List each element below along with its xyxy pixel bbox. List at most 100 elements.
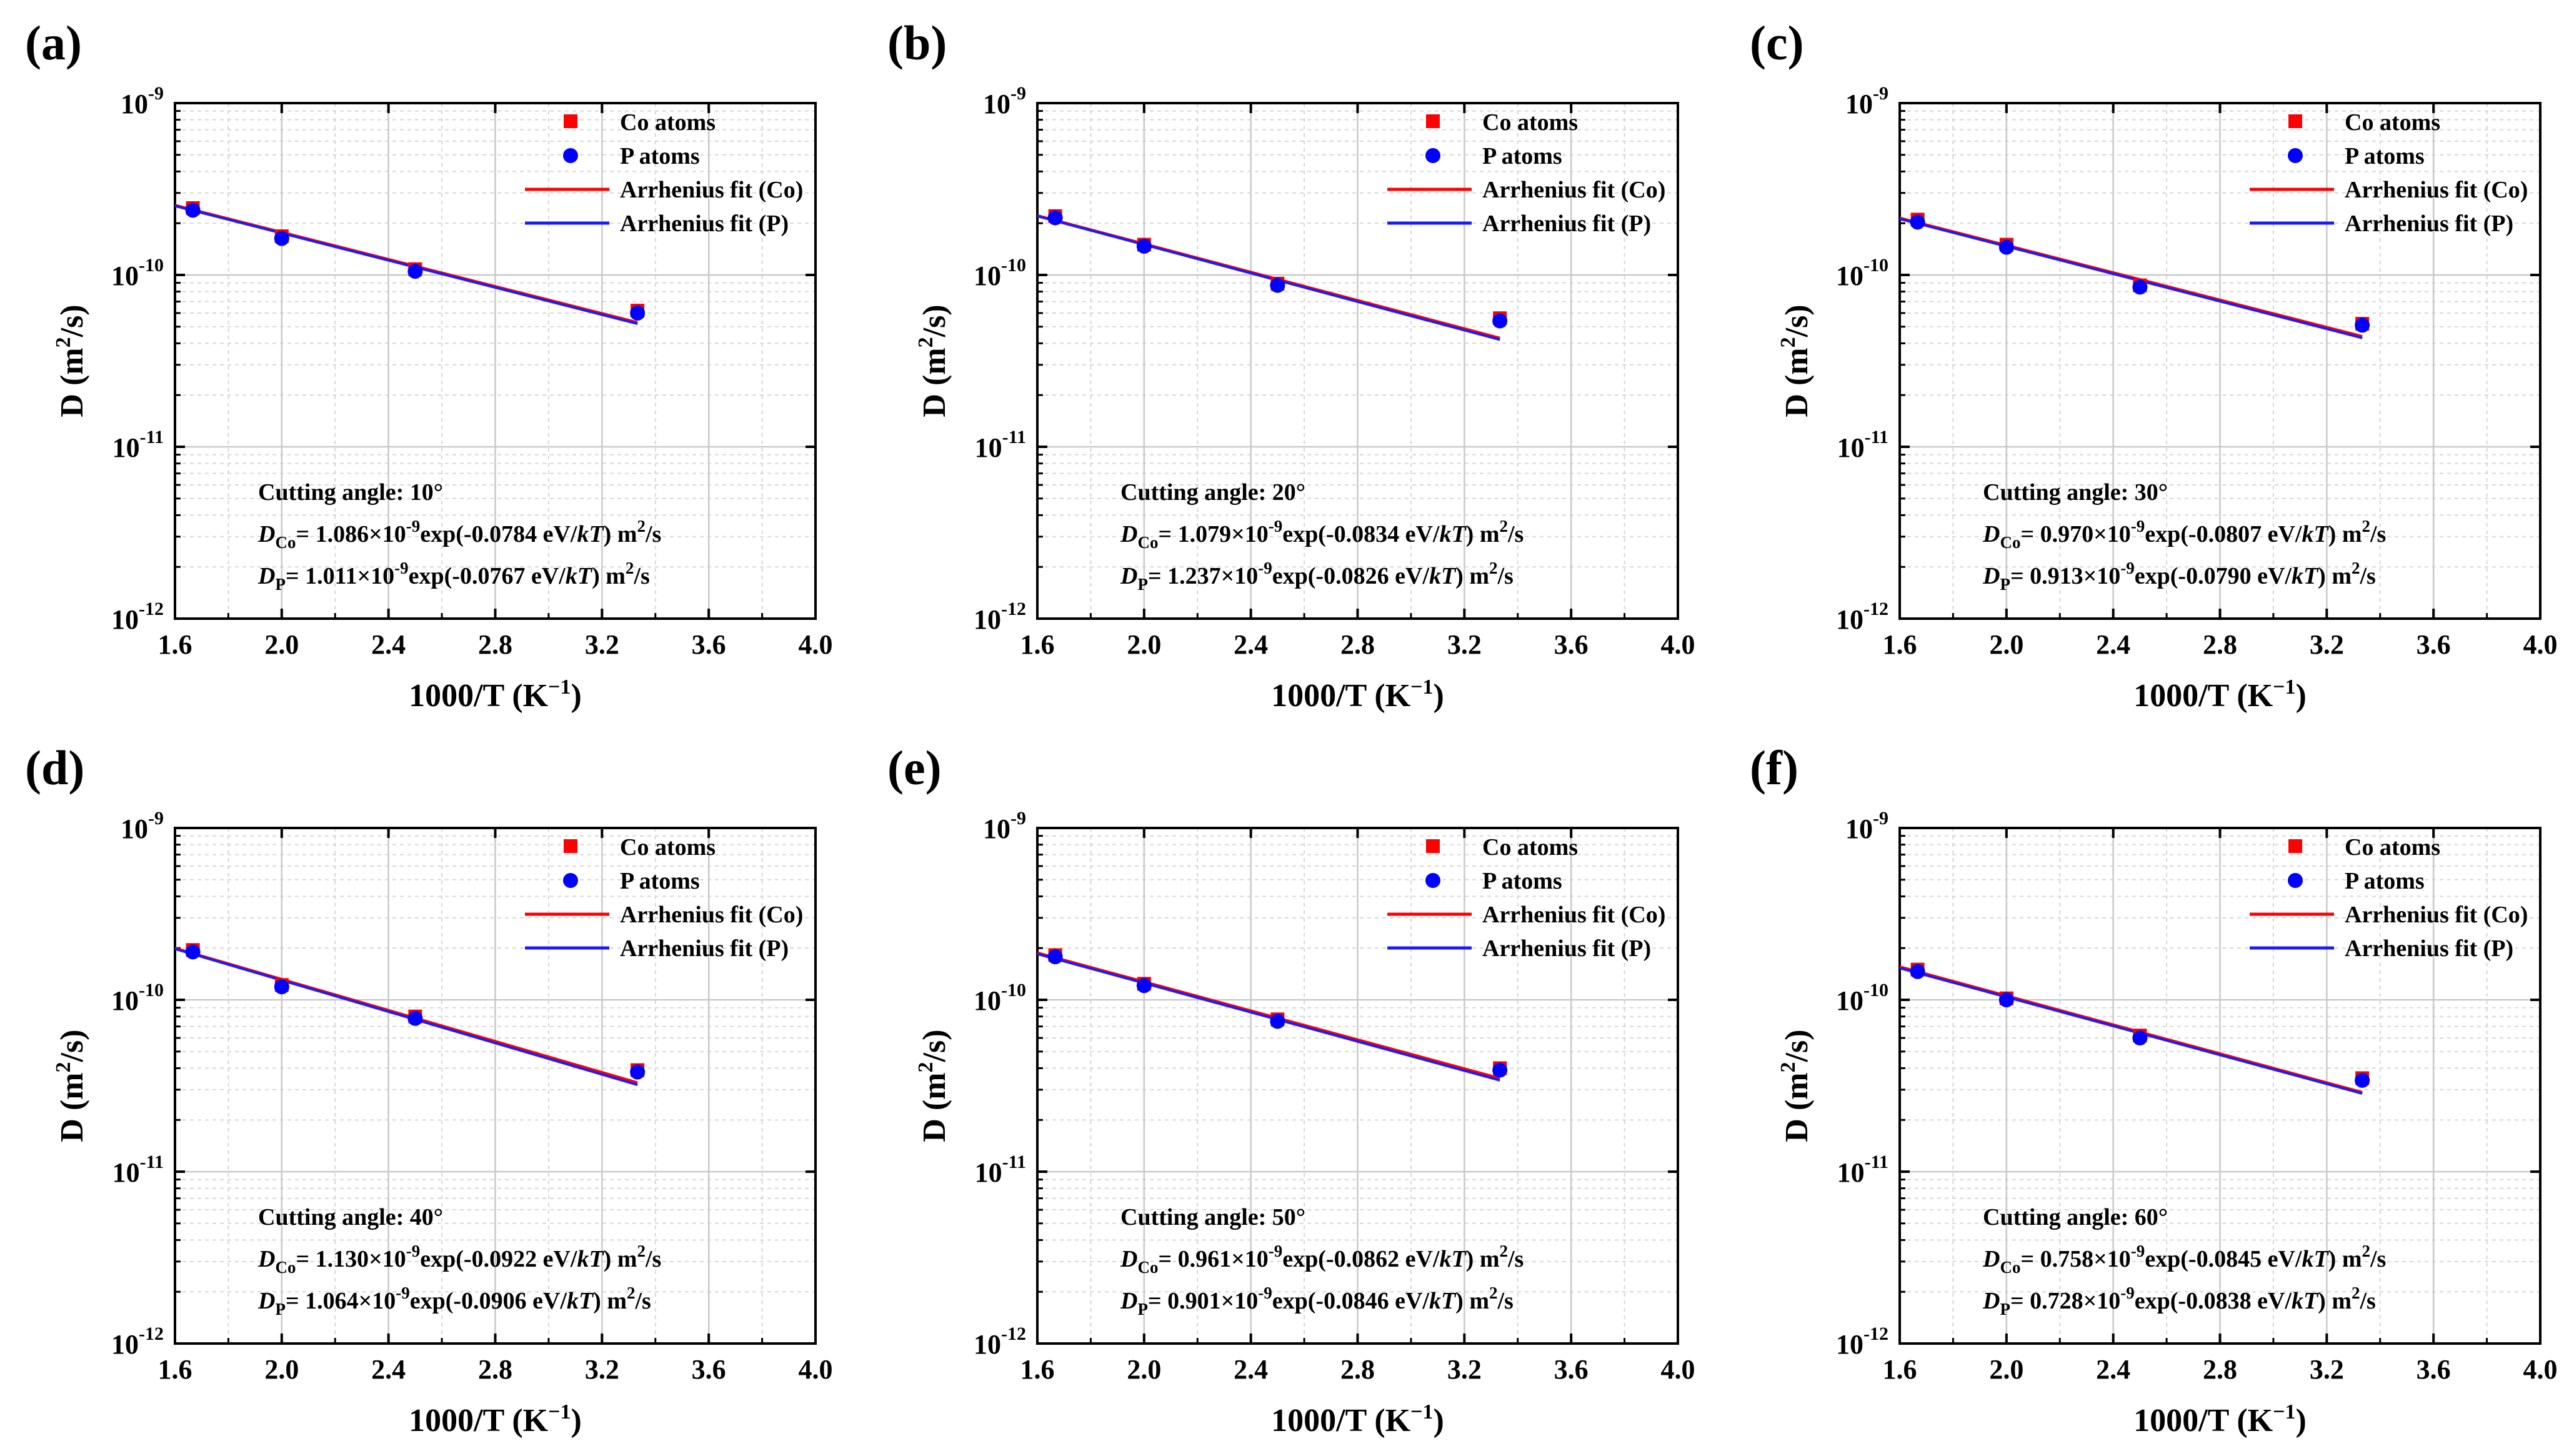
panel-label: (f) — [1750, 740, 1798, 795]
legend-co-label: Co atoms — [2345, 834, 2440, 860]
x-tick-label: 3.6 — [1554, 1354, 1589, 1385]
legend-p-marker — [563, 873, 578, 888]
x-tick-label: 2.8 — [2203, 629, 2237, 660]
x-tick-label: 3.6 — [692, 1354, 726, 1385]
x-axis-title: 1000/T (K−1) — [2133, 1400, 2307, 1439]
x-tick-label: 3.6 — [2417, 1354, 2451, 1385]
x-tick-label: 1.6 — [158, 629, 192, 660]
x-tick-label: 2.8 — [478, 629, 512, 660]
x-tick-label: 4.0 — [1661, 629, 1695, 660]
fit-line-p — [1899, 217, 2363, 339]
p-equation: DP= 0.901×10-9exp(-0.0846 eV/kT) m2/s — [1120, 1284, 1514, 1319]
p-data-point — [630, 306, 646, 321]
y-tick-label: 10-12 — [111, 599, 164, 635]
co-equation: DCo= 0.758×10-9exp(-0.0845 eV/kT) m2/s — [1982, 1242, 2386, 1277]
legend-p-fit-label: Arrhenius fit (P) — [2345, 211, 2513, 237]
legend-co-fit-label: Arrhenius fit (Co) — [1482, 177, 1665, 203]
y-axis-title: D (m2/s) — [1777, 304, 1815, 417]
x-tick-label: 2.4 — [371, 629, 406, 660]
x-tick-label: 2.4 — [2096, 1354, 2130, 1385]
legend-p-fit-label: Arrhenius fit (P) — [620, 211, 789, 237]
p-data-point — [1998, 992, 2014, 1007]
x-tick-label: 2.0 — [264, 1354, 299, 1385]
x-tick-label: 3.2 — [2310, 629, 2344, 660]
x-tick-label: 2.4 — [371, 1354, 406, 1385]
y-tick-label: 10-11 — [1837, 427, 1888, 463]
panel-label: (a) — [25, 16, 82, 70]
y-tick-label: 10-9 — [983, 808, 1026, 844]
x-axis-title: 1000/T (K−1) — [2133, 676, 2307, 714]
fit-line-co — [1899, 965, 2363, 1094]
y-axis-title: D (m2/s) — [52, 304, 90, 417]
y-tick-label: 10-11 — [975, 1152, 1026, 1188]
p-data-point — [2355, 317, 2370, 333]
x-tick-label: 3.2 — [1447, 629, 1482, 660]
p-data-point — [1492, 1062, 1508, 1078]
p-data-point — [1136, 978, 1152, 994]
p-equation: DP= 1.064×10-9exp(-0.0906 eV/kT) m2/s — [257, 1284, 651, 1319]
fit-line-co — [1037, 951, 1500, 1080]
legend-p-fit-label: Arrhenius fit (P) — [2345, 935, 2513, 962]
x-tick-label: 2.4 — [1234, 1354, 1268, 1385]
legend-co-fit-label: Arrhenius fit (Co) — [2345, 177, 2528, 203]
p-data-point — [185, 944, 201, 960]
cutting-angle-label: Cutting angle: 60° — [1983, 1204, 2168, 1230]
cutting-angle-label: Cutting angle: 40° — [258, 1204, 443, 1230]
legend-co-label: Co atoms — [1482, 109, 1578, 136]
y-axis-title: D (m2/s) — [914, 304, 952, 417]
legend-co-marker — [564, 839, 577, 853]
fit-line-p — [174, 947, 638, 1087]
x-tick-label: 2.0 — [1127, 1354, 1161, 1385]
panel-label: (e) — [887, 740, 942, 795]
co-equation: DCo= 1.086×10-9exp(-0.0784 eV/kT) m2/s — [257, 517, 661, 552]
legend-co-fit-label: Arrhenius fit (Co) — [620, 902, 803, 928]
y-tick-label: 10-10 — [974, 980, 1026, 1016]
cutting-angle-label: Cutting angle: 30° — [1983, 479, 2168, 506]
x-tick-label: 2.0 — [264, 629, 299, 660]
chart-panel: (a) 1.6 2.0 2.4 2.8 3.2 3.6 4.0 10-9 10-10 10-11 10… — [25, 16, 833, 714]
y-tick-label: 10-9 — [1845, 83, 1888, 119]
y-tick-label: 10-12 — [974, 599, 1026, 635]
x-tick-label: 4.0 — [799, 629, 833, 660]
y-tick-label: 10-12 — [1836, 599, 1888, 635]
y-axis-title: D (m2/s) — [1777, 1029, 1815, 1142]
chart-panel: (c) 1.6 2.0 2.4 2.8 3.2 3.6 4.0 10-9 10-10 10-11 10… — [1750, 16, 2558, 714]
legend-co-marker — [564, 114, 577, 128]
legend-p-marker — [1425, 148, 1440, 163]
co-equation: DCo= 0.961×10-9exp(-0.0862 eV/kT) m2/s — [1120, 1242, 1524, 1277]
x-axis-title: 1000/T (K−1) — [409, 1400, 582, 1439]
p-equation: DP= 0.728×10-9exp(-0.0838 eV/kT) m2/s — [1982, 1284, 2376, 1319]
y-tick-label: 10-10 — [111, 255, 164, 291]
x-axis-title: 1000/T (K−1) — [409, 676, 582, 714]
fit-line-p — [1037, 214, 1500, 341]
fit-line-p — [1899, 967, 2363, 1095]
x-tick-label: 4.0 — [799, 1354, 833, 1385]
x-tick-label: 3.6 — [692, 629, 726, 660]
p-data-point — [1270, 277, 1285, 293]
p-data-point — [1998, 239, 2014, 255]
legend-co-fit-label: Arrhenius fit (Co) — [620, 177, 803, 203]
p-data-point — [407, 264, 423, 279]
y-tick-label: 10-9 — [1845, 808, 1888, 844]
legend-p-label: P atoms — [2345, 143, 2425, 169]
x-tick-label: 1.6 — [1020, 629, 1055, 660]
p-data-point — [2355, 1072, 2370, 1088]
x-tick-label: 4.0 — [2523, 1354, 2558, 1385]
legend-p-label: P atoms — [1482, 868, 1562, 894]
y-axis-title: D (m2/s) — [52, 1029, 90, 1142]
p-data-point — [185, 202, 201, 218]
x-tick-label: 3.6 — [1554, 629, 1589, 660]
x-tick-label: 2.0 — [1989, 629, 2023, 660]
x-tick-label: 2.4 — [1234, 629, 1268, 660]
y-tick-label: 10-9 — [121, 808, 164, 844]
legend-co-marker — [1426, 839, 1440, 853]
panel-label: (d) — [25, 740, 84, 795]
p-data-point — [1910, 214, 1925, 230]
legend-co-label: Co atoms — [2345, 109, 2440, 136]
y-tick-label: 10-10 — [974, 255, 1026, 291]
y-tick-label: 10-10 — [111, 980, 164, 1016]
co-equation: DCo= 1.130×10-9exp(-0.0922 eV/kT) m2/s — [257, 1242, 661, 1277]
y-tick-label: 10-10 — [1836, 255, 1888, 291]
p-data-point — [1047, 949, 1063, 965]
